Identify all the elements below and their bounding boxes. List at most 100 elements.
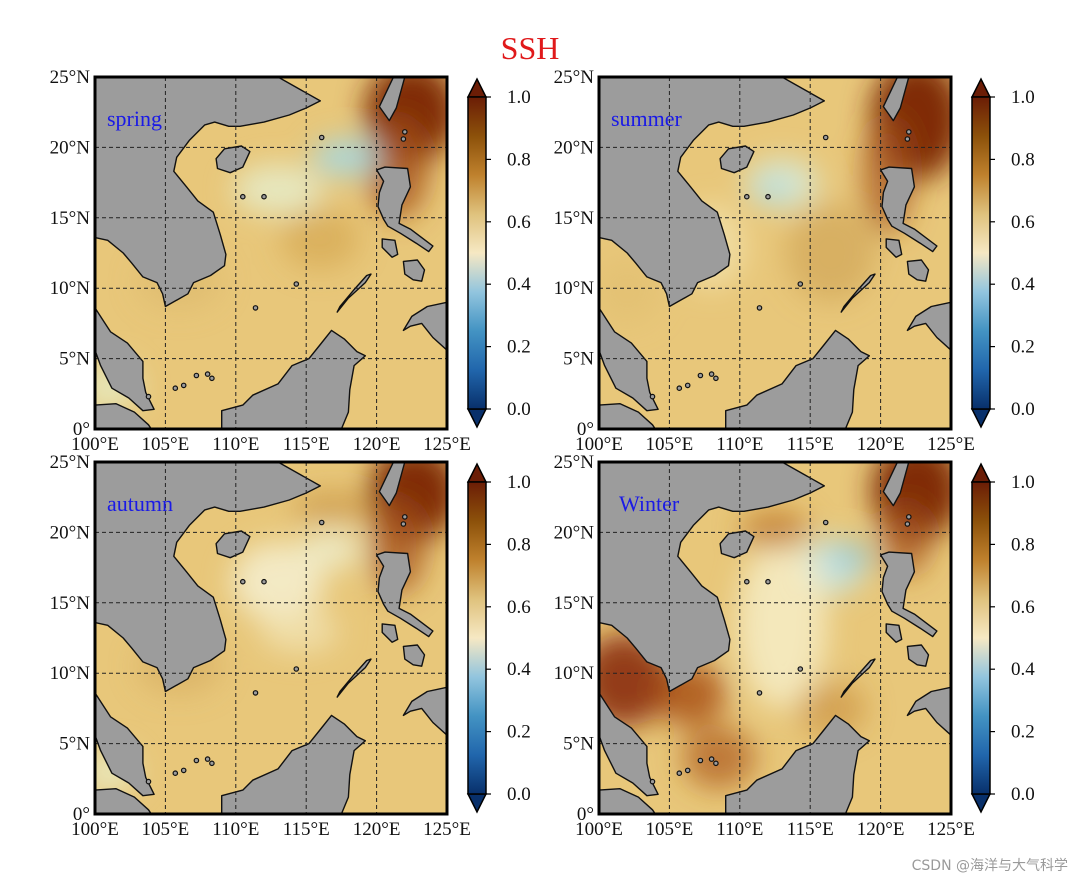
land-mindanao [402, 686, 447, 736]
island-mark [252, 690, 259, 696]
colorbar-tick-label: 0.0 [507, 784, 531, 805]
colorbar-tick-label: 1.0 [1011, 472, 1035, 493]
island-mark [209, 760, 215, 767]
land-palawan [840, 658, 876, 698]
island-mark [293, 281, 300, 287]
island-mark [318, 519, 325, 526]
map-frame [597, 460, 953, 816]
island-mark [649, 393, 656, 400]
colorbar-extend-max [970, 77, 992, 98]
colorbar-tick-label: 0.4 [507, 659, 531, 680]
island-mark [240, 193, 246, 200]
colorbar-tick-label: 0.6 [507, 597, 531, 618]
land-sumatra [599, 788, 656, 814]
island-mark [905, 129, 912, 135]
island-mark [400, 521, 407, 527]
colorbar-tick-label: 0.4 [507, 274, 531, 295]
land-mindoro [885, 623, 903, 643]
island-mark [822, 134, 829, 141]
lat-tick-label: 15°N [50, 208, 91, 229]
land-asia [95, 77, 321, 308]
island-mark [193, 757, 200, 764]
colorbar-extend-min [466, 793, 488, 814]
island-mark [676, 770, 683, 777]
colorbar-ramp [971, 96, 991, 410]
land-palawan [840, 273, 876, 313]
lat-tick-label: 0° [577, 419, 594, 440]
land-palawan [336, 658, 372, 698]
island-mark [676, 385, 683, 392]
land-palawan [336, 273, 372, 313]
land-mindoro [381, 623, 399, 643]
island-mark [708, 756, 715, 762]
land-taiwan [378, 77, 406, 122]
lat-tick-label: 25°N [50, 452, 91, 473]
map-frame [93, 460, 449, 816]
lat-tick-label: 5°N [59, 349, 90, 370]
lon-tick-label: 120°E [353, 434, 401, 455]
island-mark [765, 193, 771, 200]
lon-tick-label: 110°E [716, 819, 763, 840]
lat-tick-label: 10°N [50, 663, 91, 684]
land-visayas [906, 644, 930, 667]
colorbar-tick-label: 0.2 [507, 722, 531, 743]
colorbar-tick-label: 0.8 [1011, 149, 1035, 170]
colorbar-tick-label: 0.4 [1011, 274, 1035, 295]
island-mark [261, 193, 267, 200]
island-mark [797, 281, 804, 287]
lon-tick-label: 120°E [353, 819, 401, 840]
lon-tick-label: 100°E [575, 819, 623, 840]
colorbar-ramp [467, 96, 487, 410]
colorbar-extend-min [970, 408, 992, 429]
lon-tick-label: 105°E [646, 434, 694, 455]
lat-tick-label: 20°N [554, 137, 595, 158]
panel-spring: spring 100°E 105°E 110°E 115°E 120°E 125°E 0° 5°… [50, 67, 532, 455]
lat-tick-label: 5°N [563, 734, 594, 755]
season-label: summer [611, 106, 683, 131]
lon-tick-label: 125°E [927, 819, 975, 840]
land-visayas [402, 259, 426, 282]
lon-tick-label: 125°E [927, 434, 975, 455]
panel-summer: summer 100°E 105°E 110°E 115°E 120°E 125°E 0° 5°… [554, 67, 1036, 455]
lat-tick-label: 5°N [563, 349, 594, 370]
lat-tick-label: 0° [73, 804, 90, 825]
lon-tick-label: 100°E [71, 819, 119, 840]
map-frame [597, 75, 953, 431]
lon-tick-label: 115°E [787, 434, 834, 455]
lon-tick-label: 105°E [646, 819, 694, 840]
island-mark [401, 129, 408, 135]
lon-tick-label: 120°E [857, 819, 905, 840]
land-luzon [879, 166, 938, 253]
colorbar-tick-label: 1.0 [1011, 87, 1035, 108]
colorbar-tick-label: 0.2 [1011, 337, 1035, 358]
lon-tick-label: 110°E [716, 434, 763, 455]
island-mark [180, 382, 187, 389]
land-luzon [879, 551, 938, 638]
island-mark [261, 578, 267, 585]
colorbar: 0.0 0.2 0.4 0.6 0.8 1.0 [970, 77, 1035, 429]
colorbar-tick-label: 1.0 [507, 87, 531, 108]
watermark-label: CSDN @海洋与大气科学 [911, 858, 1068, 874]
colorbar-extend-max [466, 77, 488, 98]
lat-tick-label: 0° [577, 804, 594, 825]
land-hainan [215, 530, 251, 559]
island-mark [743, 578, 750, 585]
island-mark [193, 372, 200, 379]
colorbar-extend-max [970, 462, 992, 483]
lon-tick-label: 115°E [283, 434, 330, 455]
island-mark [172, 770, 179, 777]
colorbar-tick-label: 0.6 [1011, 597, 1035, 618]
island-mark [293, 666, 300, 672]
lat-tick-label: 10°N [554, 663, 595, 684]
colorbar-tick-label: 0.8 [507, 534, 531, 555]
lat-tick-label: 5°N [59, 734, 90, 755]
land-mindanao [906, 301, 951, 351]
colorbar: 0.0 0.2 0.4 0.6 0.8 1.0 [466, 462, 531, 814]
lat-tick-label: 15°N [554, 593, 595, 614]
island-mark [743, 193, 750, 200]
lon-tick-label: 105°E [142, 819, 190, 840]
island-mark [708, 371, 715, 377]
colorbar-tick-label: 0.4 [1011, 659, 1035, 680]
lon-tick-label: 105°E [142, 434, 190, 455]
island-mark [713, 375, 719, 382]
